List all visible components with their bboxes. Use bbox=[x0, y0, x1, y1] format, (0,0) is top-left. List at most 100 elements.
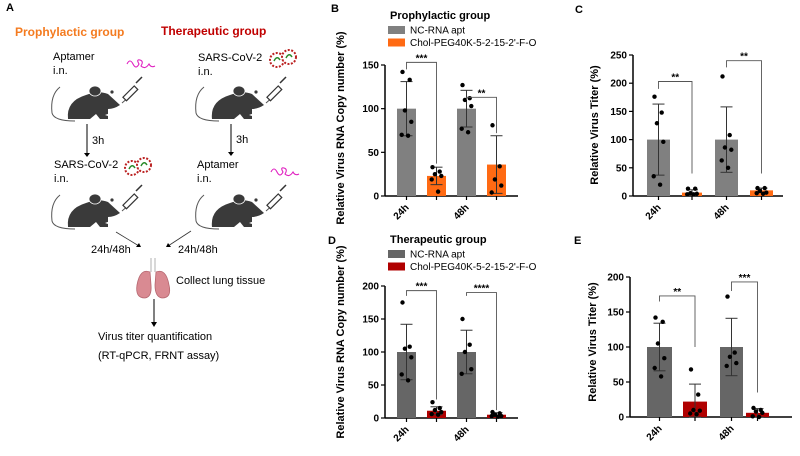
data-point bbox=[460, 82, 465, 88]
data-point bbox=[662, 356, 667, 361]
data-point bbox=[497, 164, 502, 169]
data-point bbox=[459, 126, 464, 131]
data-point bbox=[460, 316, 465, 322]
data-point bbox=[402, 346, 408, 351]
data-point bbox=[734, 360, 739, 366]
significance-bracket bbox=[406, 61, 437, 164]
left-step2-route: i.n. bbox=[54, 173, 69, 185]
legend-label: Chol-PEG40K-5-2-15-2'-F-O bbox=[410, 262, 537, 273]
x-tick-label: 48h bbox=[717, 423, 737, 443]
significance-label: *** bbox=[416, 282, 428, 293]
data-point bbox=[405, 133, 411, 138]
data-point bbox=[495, 414, 501, 419]
significance-label: ** bbox=[478, 88, 486, 99]
syringe-icon bbox=[265, 76, 287, 104]
data-point bbox=[725, 165, 731, 170]
data-point bbox=[432, 407, 438, 413]
right-step2-label: Aptamer bbox=[197, 159, 239, 171]
data-point bbox=[430, 399, 435, 405]
data-point bbox=[754, 190, 759, 196]
y-tick-label: 50 bbox=[616, 163, 628, 174]
data-point bbox=[435, 189, 441, 194]
bar-24h-series-1 bbox=[682, 192, 702, 196]
data-point bbox=[727, 354, 733, 359]
y-tick-label: 250 bbox=[610, 51, 627, 62]
y-axis-label: Relative Virus RNA Copy number (%) bbox=[335, 31, 347, 224]
left-step1-label: Aptamer bbox=[53, 51, 95, 63]
data-point bbox=[691, 192, 696, 197]
data-point bbox=[719, 158, 724, 163]
y-tick-label: 0 bbox=[618, 413, 624, 424]
significance-label: **** bbox=[474, 284, 490, 295]
data-point bbox=[762, 185, 767, 191]
panel-letter: B bbox=[331, 3, 339, 15]
y-tick-label: 150 bbox=[362, 315, 379, 326]
syringe-icon bbox=[121, 184, 143, 212]
data-point bbox=[437, 405, 442, 411]
data-point bbox=[720, 74, 725, 79]
arrow-icon bbox=[115, 231, 140, 247]
collect-label: Collect lung tissue bbox=[176, 275, 266, 287]
data-point bbox=[727, 132, 732, 138]
significance-bracket bbox=[726, 60, 762, 174]
data-point bbox=[407, 344, 412, 349]
bar-24h-series-0 bbox=[397, 108, 416, 196]
left-step1-route: i.n. bbox=[53, 65, 68, 77]
data-point bbox=[429, 411, 434, 417]
bar-24h-series-1 bbox=[683, 401, 707, 417]
data-point bbox=[729, 147, 734, 152]
data-point bbox=[732, 350, 737, 355]
bar-48h-series-0 bbox=[720, 347, 743, 417]
data-point bbox=[691, 407, 696, 413]
data-point bbox=[753, 409, 759, 414]
data-point bbox=[724, 363, 729, 369]
y-tick-label: 200 bbox=[610, 79, 627, 90]
data-point bbox=[499, 413, 504, 419]
data-point bbox=[399, 132, 404, 138]
significance-label: *** bbox=[739, 273, 751, 284]
data-point bbox=[722, 145, 728, 150]
virus-icon bbox=[269, 49, 297, 68]
data-point bbox=[492, 412, 498, 417]
significance-bracket bbox=[658, 81, 693, 174]
x-tick-label: 48h bbox=[452, 424, 472, 444]
data-point bbox=[750, 414, 755, 419]
legend-swatch bbox=[388, 38, 405, 47]
data-point bbox=[661, 139, 666, 145]
bar-48h-series-1 bbox=[746, 412, 769, 417]
data-point bbox=[437, 169, 442, 174]
bar-48h-series-0 bbox=[715, 139, 738, 196]
data-point bbox=[490, 123, 495, 128]
y-axis-label: Relative Virus RNA Copy number (%) bbox=[335, 245, 347, 438]
y-tick-label: 150 bbox=[607, 308, 624, 319]
data-point bbox=[658, 374, 664, 379]
chart-title: Therapeutic group bbox=[390, 234, 487, 246]
y-tick-label: 0 bbox=[373, 414, 379, 425]
data-point bbox=[409, 355, 414, 360]
aptamer-icon bbox=[270, 167, 300, 177]
y-tick-label: 100 bbox=[362, 104, 379, 115]
data-point bbox=[685, 192, 690, 197]
data-point bbox=[652, 94, 657, 99]
legend-swatch bbox=[388, 262, 405, 271]
bar-48h-series-0 bbox=[457, 108, 476, 196]
bar-24h-series-1 bbox=[427, 175, 446, 196]
data-point bbox=[492, 177, 498, 182]
panel-letter: E bbox=[574, 235, 581, 247]
x-tick-label: 24h bbox=[645, 423, 665, 443]
y-tick-label: 100 bbox=[607, 343, 624, 354]
legend-label: NC-RNA apt bbox=[410, 26, 465, 37]
legend-label: Chol-PEG40K-5-2-15-2'-F-O bbox=[410, 38, 537, 49]
therapeutic-title: Therapeutic group bbox=[161, 24, 267, 38]
right-interval: 3h bbox=[236, 134, 249, 146]
data-point bbox=[489, 190, 494, 195]
data-point bbox=[685, 186, 691, 191]
data-point bbox=[400, 300, 405, 305]
data-point bbox=[659, 110, 664, 115]
right-step1-label: SARS-CoV-2 bbox=[198, 52, 263, 64]
y-tick-label: 50 bbox=[368, 381, 380, 392]
mouse-icon bbox=[51, 193, 121, 230]
bar-24h-series-0 bbox=[647, 347, 672, 417]
data-point bbox=[499, 183, 504, 188]
prophylactic-title: Prophylactic group bbox=[15, 25, 125, 39]
